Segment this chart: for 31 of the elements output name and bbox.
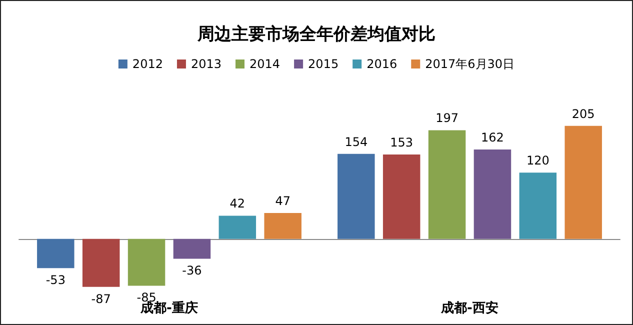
legend-label: 2012 <box>132 57 163 71</box>
bar <box>382 154 420 239</box>
legend-label: 2016 <box>366 57 398 71</box>
bar <box>264 212 302 239</box>
x-tick-label: 成都-西安 <box>440 300 498 316</box>
bar <box>82 238 120 287</box>
data-label: 120 <box>526 154 550 168</box>
data-label: 153 <box>390 135 414 150</box>
data-label: 197 <box>436 111 458 126</box>
bar <box>428 130 466 239</box>
legend-label: 2015 <box>308 57 339 71</box>
bar <box>338 154 375 239</box>
data-label: -36 <box>182 264 202 278</box>
bar <box>474 150 512 239</box>
bar <box>519 172 557 239</box>
data-label: -53 <box>46 273 66 288</box>
data-label: 162 <box>481 130 504 145</box>
data-label: 154 <box>344 134 368 149</box>
bar <box>218 216 256 239</box>
data-label: 47 <box>275 194 290 208</box>
legend-label: 2017年6月30日 <box>425 57 515 71</box>
data-label: 205 <box>572 106 595 121</box>
data-label: 42 <box>230 196 246 211</box>
bar <box>173 238 211 259</box>
legend-label: 2014 <box>250 57 280 71</box>
legend-label: 2013 <box>190 57 222 71</box>
bar <box>564 126 602 239</box>
data-label: -87 <box>91 292 111 306</box>
chart-title: 周边主要市场全年价差均值对比 <box>196 24 436 44</box>
bar <box>37 238 74 268</box>
bar <box>128 238 166 286</box>
